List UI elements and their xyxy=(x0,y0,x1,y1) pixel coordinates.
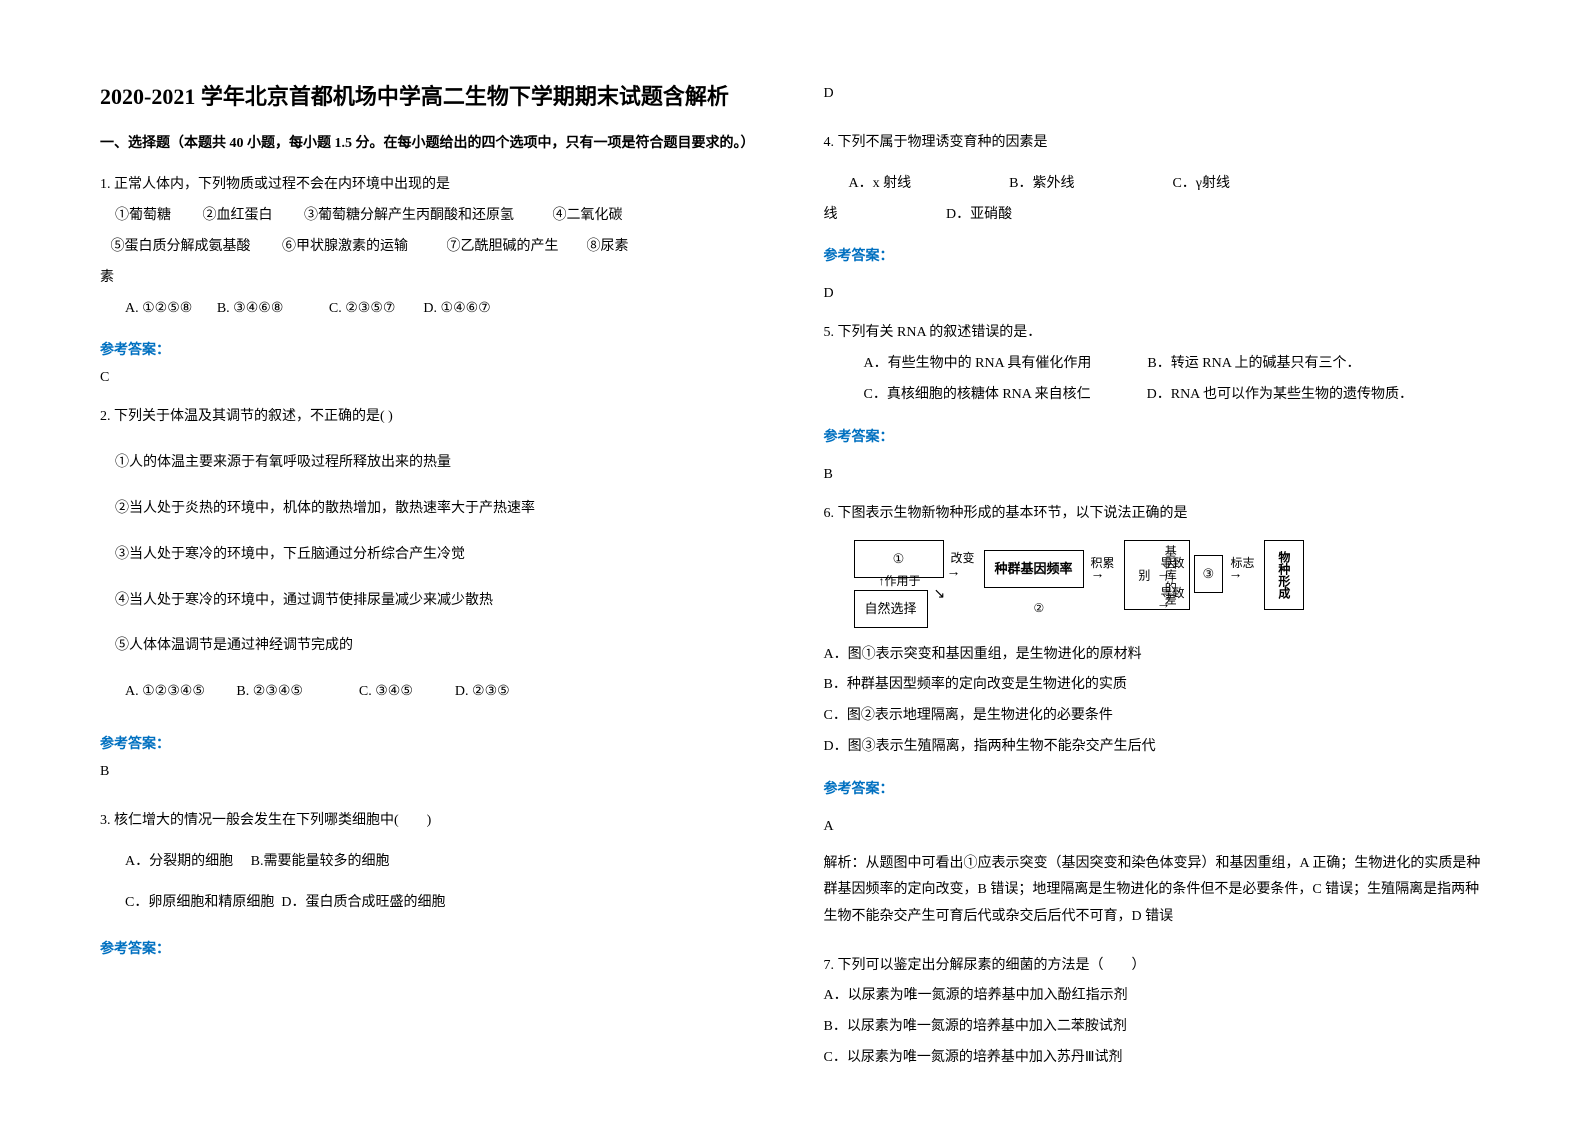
question-3: 3. 核仁增大的情况一般会发生在下列哪类细胞中( ) A．分裂期的细胞 B.需要… xyxy=(100,806,764,918)
q1-options: A. ①②⑤⑧ B. ③④⑥⑧ C. ②③⑤⑦ D. ①④⑥⑦ xyxy=(100,294,764,325)
q7-optB: B．以尿素为唯一氮源的培养基中加入二苯胺试剂 xyxy=(824,1012,1488,1043)
q2-item1: ①人的体温主要来源于有氧呼吸过程所释放出来的热量 xyxy=(100,448,764,479)
document-title: 2020-2021 学年北京首都机场中学高二生物下学期期末试题含解析 xyxy=(100,80,764,113)
left-column: 2020-2021 学年北京首都机场中学高二生物下学期期末试题含解析 一、选择题… xyxy=(100,80,764,1042)
q4-optB: B．紫外线 xyxy=(1009,176,1074,191)
diagram-box-3: ③ xyxy=(1194,555,1224,594)
q3-options-row1: A．分裂期的细胞 B.需要能量较多的细胞 xyxy=(100,847,764,878)
q5-optD: D．RNA 也可以作为某些生物的遗传物质． xyxy=(1147,387,1413,402)
q5-optA: A．有些生物中的 RNA 具有催化作用 xyxy=(864,356,1092,371)
diagram-box-species: 物种形成 xyxy=(1264,540,1304,610)
q1-item8-cont: 素 xyxy=(100,263,764,294)
q4-optC: C．γ射线 xyxy=(1172,176,1230,191)
q5-options-row1: A．有些生物中的 RNA 具有催化作用 B．转运 RNA 上的碱基只有三个． xyxy=(824,349,1488,380)
q2-options: A. ①②③④⑤ B. ②③④⑤ C. ③④⑤ D. ②③⑤ xyxy=(100,677,764,708)
q2-item2: ②当人处于炎热的环境中，机体的散热增加，散热速率大于产热速率 xyxy=(100,494,764,525)
q2-text: 2. 下列关于体温及其调节的叙述，不正确的是( ) xyxy=(100,402,764,433)
q3-answer: D xyxy=(824,80,1488,108)
q6-answer: A xyxy=(824,813,1488,841)
diagram-label-2: ② xyxy=(1034,595,1045,621)
q5-answer-label: 参考答案： xyxy=(824,426,1488,446)
q1-item1: ①葡萄糖 xyxy=(115,208,171,223)
q3-optC: C．卵原细胞和精原细胞 xyxy=(125,895,274,910)
q6-optB: B．种群基因型频率的定向改变是生物进化的实质 xyxy=(824,670,1488,701)
q1-answer-label: 参考答案： xyxy=(100,339,764,359)
q5-text: 5. 下列有关 RNA 的叙述错误的是． xyxy=(824,318,1488,349)
q2-optC: C. ③④⑤ xyxy=(359,684,413,699)
question-6: 6. 下图表示生物新物种形成的基本环节，以下说法正确的是 ① ↑作用于 自然选择… xyxy=(824,499,1488,763)
section-header: 一、选择题（本题共 40 小题，每小题 1.5 分。在每小题给出的四个选项中，只… xyxy=(100,133,764,155)
q7-optC: C．以尿素为唯一氮源的培养基中加入苏丹Ⅲ试剂 xyxy=(824,1043,1488,1074)
q5-answer: B xyxy=(824,461,1488,489)
q2-item3: ③当人处于寒冷的环境中，下丘脑通过分析综合产生冷觉 xyxy=(100,540,764,571)
q1-text: 1. 正常人体内，下列物质或过程不会在内环境中出现的是 xyxy=(100,170,764,201)
q1-item3: ③葡萄糖分解产生丙酮酸和还原氢 xyxy=(304,208,514,223)
question-4: 4. 下列不属于物理诱变育种的因素是 A．x 射线 B．紫外线 C．γ射线 线 … xyxy=(824,128,1488,230)
q4-optA: A．x 射线 xyxy=(849,176,912,191)
q2-answer: B xyxy=(100,758,764,786)
diagram-box-nature: 自然选择 xyxy=(854,590,928,629)
q2-item5: ⑤人体体温调节是通过神经调节完成的 xyxy=(100,631,764,662)
q4-answer-label: 参考答案： xyxy=(824,245,1488,265)
q1-optD: D. ①④⑥⑦ xyxy=(423,301,490,316)
q2-optA: A. ①②③④⑤ xyxy=(125,684,205,699)
q2-optB: B. ②③④⑤ xyxy=(236,684,303,699)
q1-item8: ⑧尿素 xyxy=(587,239,629,254)
q1-items-row1: ①葡萄糖 ②血红蛋白 ③葡萄糖分解产生丙酮酸和还原氢 ④二氧化碳 xyxy=(100,201,764,232)
q3-optA: A．分裂期的细胞 xyxy=(125,854,233,869)
diagram-box-freq: 种群基因频率 xyxy=(984,550,1084,589)
q3-options-row2: C．卵原细胞和精原细胞 D．蛋白质合成旺盛的细胞 xyxy=(100,888,764,919)
question-2: 2. 下列关于体温及其调节的叙述，不正确的是( ) ①人的体温主要来源于有氧呼吸… xyxy=(100,402,764,708)
q4-options: A．x 射线 B．紫外线 C．γ射线 xyxy=(824,169,1488,200)
q7-text: 7. 下列可以鉴定出分解尿素的细菌的方法是（ ） xyxy=(824,951,1488,982)
q3-text: 3. 核仁增大的情况一般会发生在下列哪类细胞中( ) xyxy=(100,806,764,837)
q4-optD: D．亚硝酸 xyxy=(946,207,1012,222)
q1-item5: ⑤蛋白质分解成氨基酸 xyxy=(111,239,251,254)
q1-items-row2: ⑤蛋白质分解成氨基酸 ⑥甲状腺激素的运输 ⑦乙酰胆碱的产生 ⑧尿素 xyxy=(100,232,764,263)
q7-optA: A．以尿素为唯一氮源的培养基中加入酚红指示剂 xyxy=(824,981,1488,1012)
q6-optD: D．图③表示生殖隔离，指两种生物不能杂交产生后代 xyxy=(824,732,1488,763)
right-column: D 4. 下列不属于物理诱变育种的因素是 A．x 射线 B．紫外线 C．γ射线 … xyxy=(824,80,1488,1042)
q1-optA: A. ①②⑤⑧ xyxy=(125,301,192,316)
q6-explain: 解析：从题图中可看出①应表示突变（基因突变和染色体变异）和基因重组，A 正确；生… xyxy=(824,851,1488,931)
q2-answer-label: 参考答案： xyxy=(100,733,764,753)
question-7: 7. 下列可以鉴定出分解尿素的细菌的方法是（ ） A．以尿素为唯一氮源的培养基中… xyxy=(824,951,1488,1074)
q1-item4: ④二氧化碳 xyxy=(553,208,623,223)
q1-optB: B. ③④⑥⑧ xyxy=(217,301,284,316)
q1-item7: ⑦乙酰胆碱的产生 xyxy=(447,239,559,254)
q1-optC: C. ②③⑤⑦ xyxy=(329,301,396,316)
q5-optB: B．转运 RNA 上的碱基只有三个． xyxy=(1147,356,1360,371)
q4-text: 4. 下列不属于物理诱变育种的因素是 xyxy=(824,128,1488,159)
q6-diagram: ① ↑作用于 自然选择 改变 → 种群基因频率 ② ↘ 积累 → xyxy=(824,540,1488,630)
q1-answer: C xyxy=(100,364,764,392)
q1-item2: ②血红蛋白 xyxy=(203,208,273,223)
q3-answer-label: 参考答案： xyxy=(100,938,764,958)
q2-item4: ④当人处于寒冷的环境中，通过调节使排尿量减少来减少散热 xyxy=(100,586,764,617)
q3-optB: B.需要能量较多的细胞 xyxy=(251,854,390,869)
q4-answer: D xyxy=(824,280,1488,308)
q5-optC: C．真核细胞的核糖体 RNA 来自核仁 xyxy=(864,387,1091,402)
q6-answer-label: 参考答案： xyxy=(824,778,1488,798)
q6-optA: A．图①表示突变和基因重组，是生物进化的原材料 xyxy=(824,640,1488,671)
q4-cont: 线 D．亚硝酸 xyxy=(824,200,1488,231)
q6-optC: C．图②表示地理隔离，是生物进化的必要条件 xyxy=(824,701,1488,732)
question-1: 1. 正常人体内，下列物质或过程不会在内环境中出现的是 ①葡萄糖 ②血红蛋白 ③… xyxy=(100,170,764,324)
q6-text: 6. 下图表示生物新物种形成的基本环节，以下说法正确的是 xyxy=(824,499,1488,530)
q5-options-row2: C．真核细胞的核糖体 RNA 来自核仁 D．RNA 也可以作为某些生物的遗传物质… xyxy=(824,380,1488,411)
q2-optD: D. ②③⑤ xyxy=(455,684,510,699)
q3-optD: D．蛋白质合成旺盛的细胞 xyxy=(281,895,445,910)
q1-item6: ⑥甲状腺激素的运输 xyxy=(282,239,408,254)
question-5: 5. 下列有关 RNA 的叙述错误的是． A．有些生物中的 RNA 具有催化作用… xyxy=(824,318,1488,410)
